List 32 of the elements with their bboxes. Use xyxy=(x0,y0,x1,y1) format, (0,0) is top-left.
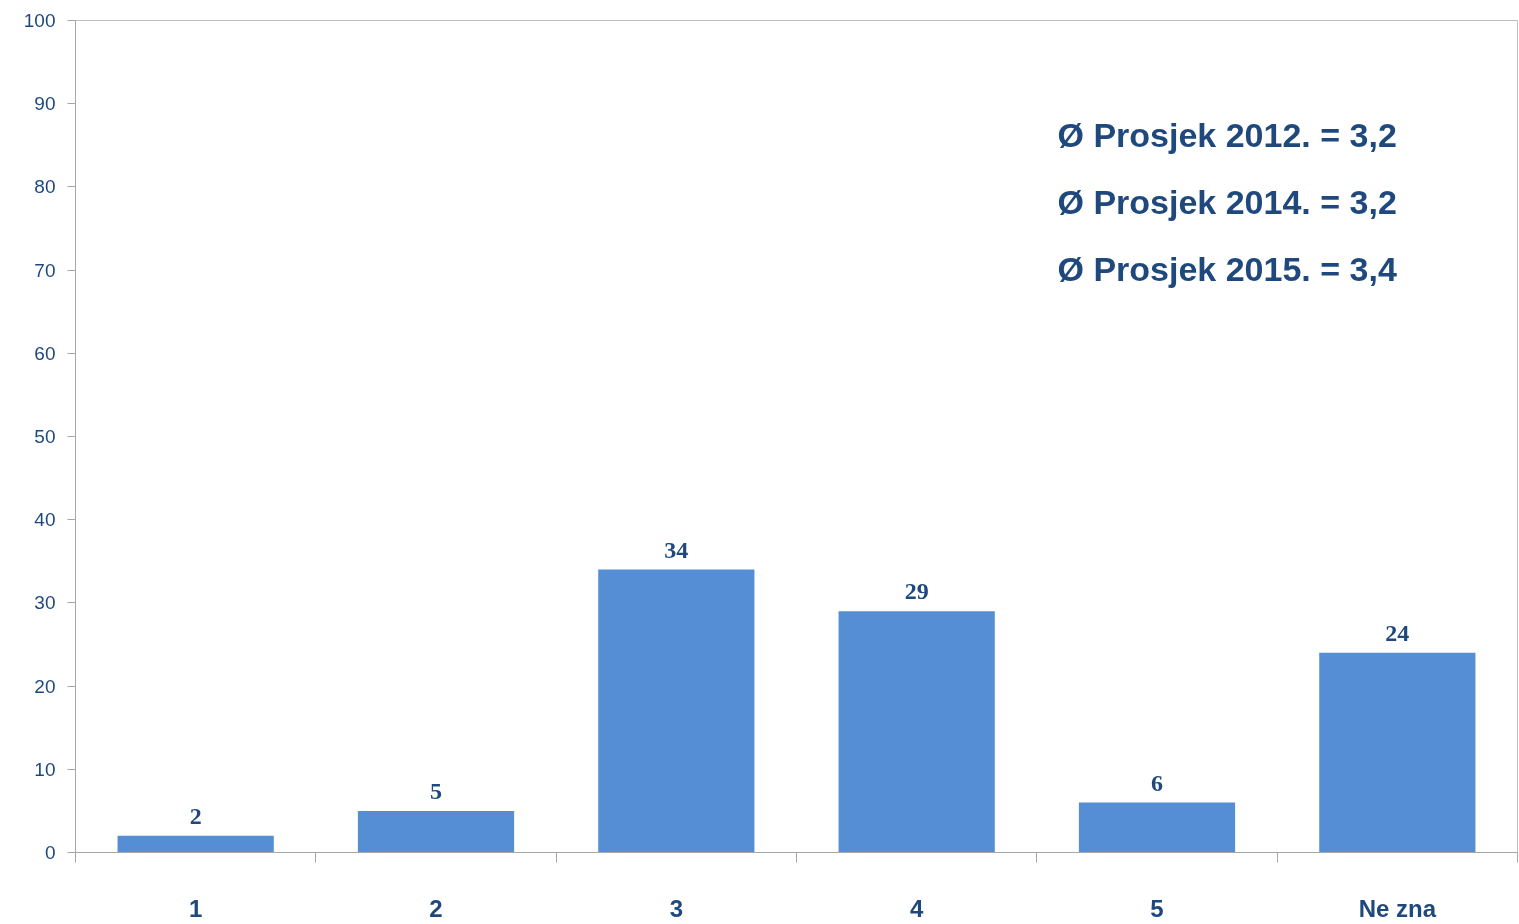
bar xyxy=(1078,802,1236,853)
x-tick-label: 1 xyxy=(188,894,203,922)
bar xyxy=(838,611,995,853)
data-label: 34 xyxy=(664,536,689,563)
x-tick-label: 2 xyxy=(429,894,443,922)
annotation: Ø Prosjek 2014. = 3,2 xyxy=(1057,182,1397,221)
y-tick-label: 80 xyxy=(34,176,56,198)
y-tick-label: 0 xyxy=(44,842,56,863)
data-label: 5 xyxy=(430,777,442,804)
y-tick-label: 30 xyxy=(34,592,56,614)
x-tick-label: Ne zna xyxy=(1358,894,1437,922)
y-tick-label: 70 xyxy=(34,259,56,281)
bar xyxy=(357,810,515,853)
y-tick-label: 40 xyxy=(34,509,56,531)
bar xyxy=(117,835,274,853)
y-tick-label: 20 xyxy=(34,675,56,697)
annotation: Ø Prosjek 2012. = 3,2 xyxy=(1057,115,1397,154)
data-label: 2 xyxy=(189,802,202,829)
x-tick-label: 3 xyxy=(669,894,684,922)
x-tick-label: 4 xyxy=(909,894,924,922)
y-tick-label: 100 xyxy=(23,10,56,31)
data-label: 24 xyxy=(1385,619,1410,646)
data-label: 6 xyxy=(1151,769,1163,796)
annotation: Ø Prosjek 2015. = 3,4 xyxy=(1057,249,1397,288)
y-tick-label: 90 xyxy=(34,93,56,115)
bar xyxy=(598,569,755,853)
y-tick-label: 60 xyxy=(34,342,56,364)
y-tick-label: 10 xyxy=(34,758,56,780)
bar xyxy=(1319,652,1476,853)
data-label: 29 xyxy=(904,578,929,605)
y-tick-label: 50 xyxy=(34,426,56,447)
x-tick-label: 5 xyxy=(1150,894,1164,922)
